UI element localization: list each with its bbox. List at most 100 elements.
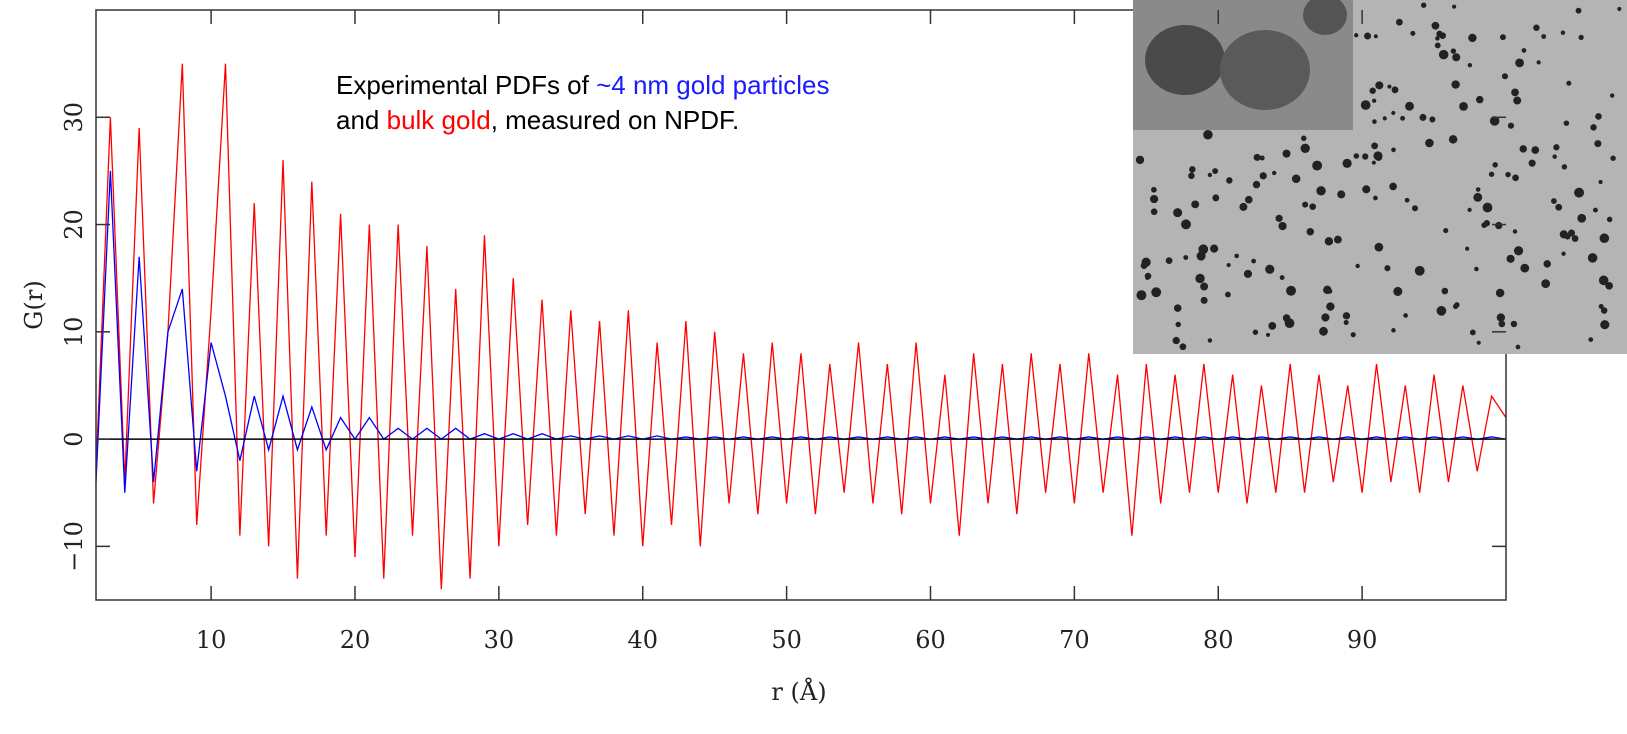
particle xyxy=(1443,228,1449,234)
particle xyxy=(1515,344,1521,350)
particle xyxy=(1521,48,1527,53)
particle xyxy=(1499,34,1506,41)
particle xyxy=(1275,214,1283,222)
particle xyxy=(1303,0,1347,35)
particle xyxy=(1244,195,1253,204)
y-tick-label: 20 xyxy=(60,209,88,240)
particle xyxy=(1316,186,1326,196)
particle xyxy=(1543,260,1551,268)
particle xyxy=(1343,320,1349,326)
particle xyxy=(1429,116,1436,123)
particle xyxy=(1505,171,1511,178)
particle xyxy=(1520,263,1530,273)
annotation-segment: bulk gold xyxy=(387,105,491,135)
particle xyxy=(1609,93,1615,98)
particle xyxy=(1165,257,1173,264)
particle xyxy=(1342,158,1352,168)
particle xyxy=(1519,145,1527,153)
particle xyxy=(1239,202,1248,211)
particle xyxy=(1600,320,1610,330)
particle xyxy=(1384,265,1391,272)
particle xyxy=(1507,122,1515,129)
particle xyxy=(1179,343,1187,351)
particle xyxy=(1501,73,1509,80)
x-tick-label: 50 xyxy=(771,626,802,654)
annotation-segment: ~4 nm gold particles xyxy=(596,70,829,100)
particle xyxy=(1312,160,1323,171)
particle xyxy=(1278,221,1287,231)
particle xyxy=(1495,221,1503,230)
particle xyxy=(1360,100,1371,110)
particle xyxy=(1382,116,1387,121)
particle xyxy=(1191,200,1200,209)
x-tick-label: 80 xyxy=(1203,626,1234,654)
particle xyxy=(1362,185,1371,194)
particle xyxy=(1410,30,1416,36)
particle xyxy=(1306,227,1315,236)
particle xyxy=(1141,257,1151,267)
particle xyxy=(1577,213,1587,223)
particle xyxy=(1353,153,1360,159)
particle xyxy=(1373,195,1378,201)
particle xyxy=(1200,296,1208,304)
particle xyxy=(1362,153,1369,160)
particle xyxy=(1372,98,1377,103)
particle xyxy=(1467,62,1473,68)
particle xyxy=(1578,34,1584,41)
particle xyxy=(1387,84,1392,89)
particle xyxy=(1465,246,1470,251)
particle xyxy=(1220,30,1310,110)
annotation-segment: and xyxy=(336,105,387,135)
annotation: Experimental PDFs of ~4 nm gold particle… xyxy=(336,70,830,135)
particle xyxy=(1391,110,1396,116)
particle xyxy=(1561,251,1566,256)
particle xyxy=(1488,171,1495,177)
particle xyxy=(1198,244,1209,255)
particle xyxy=(1354,33,1359,38)
particle xyxy=(1452,53,1461,62)
particle xyxy=(1302,201,1309,208)
particle xyxy=(1528,159,1536,167)
particle xyxy=(1476,340,1481,345)
y-tick-label: −10 xyxy=(60,521,88,572)
particle xyxy=(1393,286,1403,296)
particle xyxy=(1563,120,1570,126)
particle xyxy=(1473,192,1483,202)
particle xyxy=(1560,30,1566,35)
x-tick-label: 10 xyxy=(196,626,227,654)
x-tick-label: 40 xyxy=(627,626,658,654)
particle xyxy=(1189,166,1196,173)
particle xyxy=(1145,275,1150,280)
x-axis-label: r (Å) xyxy=(771,677,826,706)
particle xyxy=(1150,208,1158,216)
particle xyxy=(1482,202,1493,213)
particle xyxy=(1459,101,1468,111)
particle xyxy=(1374,242,1384,252)
particle xyxy=(1203,129,1213,140)
particle xyxy=(1593,207,1598,213)
particle xyxy=(1411,205,1419,212)
particle xyxy=(1574,187,1585,198)
particle xyxy=(1512,174,1519,182)
particle xyxy=(1342,312,1351,320)
particle xyxy=(1598,179,1603,185)
particle xyxy=(1212,194,1220,202)
particle xyxy=(1414,265,1425,276)
particle xyxy=(1599,233,1610,243)
particle xyxy=(1375,81,1384,90)
particle xyxy=(1498,320,1506,328)
particle xyxy=(1495,288,1505,298)
particle xyxy=(1496,313,1506,322)
particle xyxy=(1268,321,1277,330)
particle xyxy=(1301,135,1307,142)
particle xyxy=(1337,190,1346,199)
particle xyxy=(1588,337,1594,342)
particle xyxy=(1284,318,1295,329)
particle xyxy=(1533,24,1540,31)
particle xyxy=(1552,154,1557,159)
particle xyxy=(1506,254,1515,263)
particle xyxy=(1400,115,1406,121)
particle xyxy=(1151,287,1162,298)
particle xyxy=(1436,306,1447,316)
y-tick-label: 10 xyxy=(60,317,88,348)
